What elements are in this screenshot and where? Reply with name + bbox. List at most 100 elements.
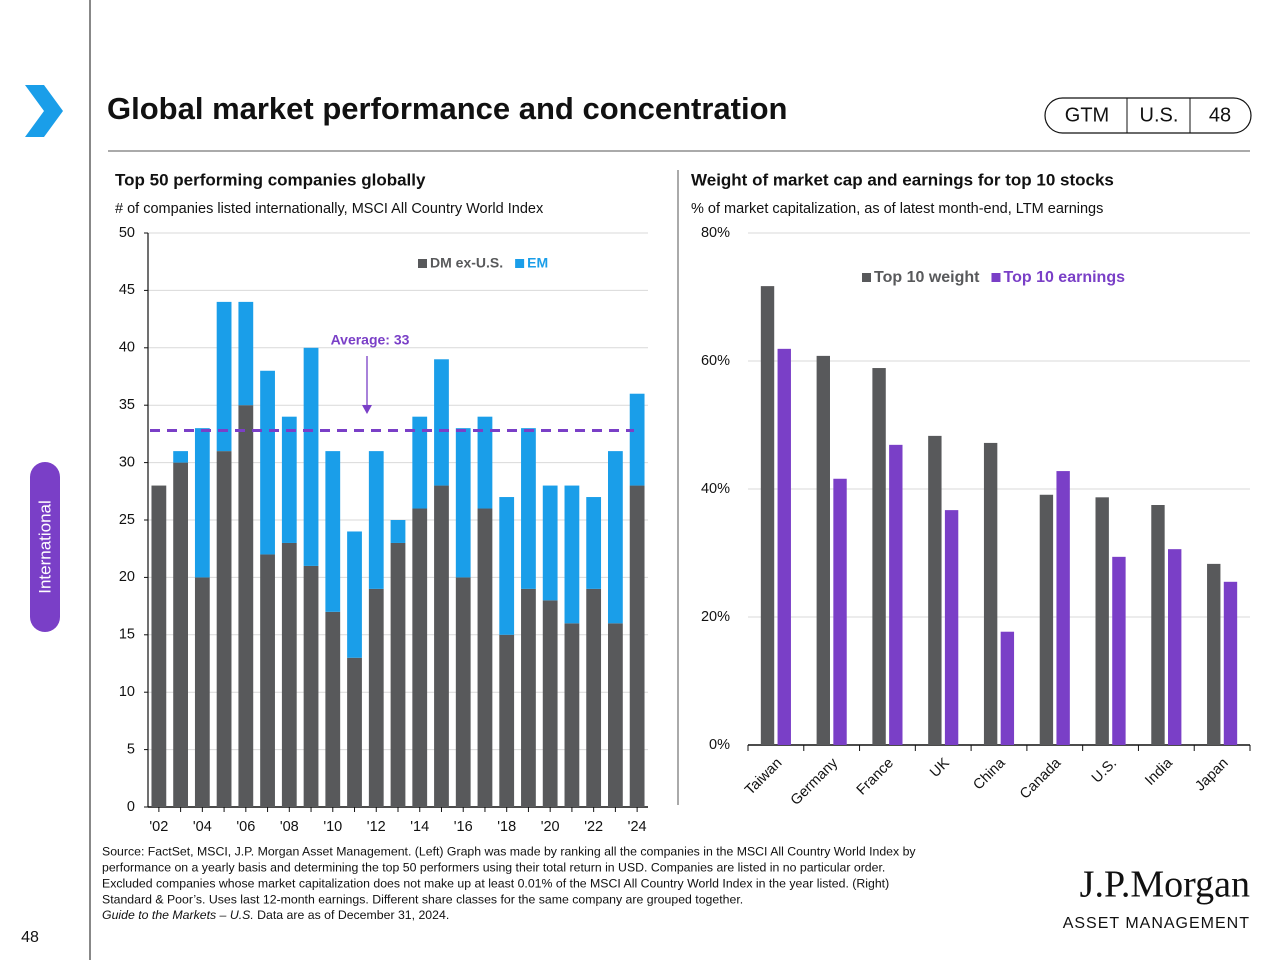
bar <box>889 444 903 745</box>
bar-segment <box>238 405 254 807</box>
bar-segment <box>194 577 210 807</box>
bar-segment <box>347 531 362 658</box>
bar-segment <box>586 588 602 807</box>
bar <box>872 368 886 745</box>
bar-segment <box>325 611 341 807</box>
source-line: Guide to the Markets – U.S. Data are as … <box>102 908 449 922</box>
legend-swatch <box>418 259 427 268</box>
logo: J.P.Morgan <box>1080 864 1250 906</box>
bar <box>928 435 942 745</box>
y-tick-label: 35 <box>119 397 135 413</box>
bar-segment <box>434 485 449 807</box>
x-tick-label: '14 <box>410 819 429 835</box>
bar-segment <box>151 485 167 807</box>
x-tick-label: UK <box>927 755 953 781</box>
x-tick-label: '20 <box>541 819 560 835</box>
badge-frame <box>1044 97 1252 134</box>
x-tick-label: '24 <box>628 819 647 835</box>
bar-segment <box>455 428 471 578</box>
bar <box>1168 549 1182 745</box>
bar-segment <box>303 347 319 566</box>
bar-segment <box>499 497 515 635</box>
bar <box>1039 494 1054 745</box>
y-tick-label: 50 <box>119 225 135 241</box>
source-line: performance on a yearly basis and determ… <box>102 860 885 874</box>
source-line: Standard & Poor’s. Uses last 12-month ea… <box>102 892 743 906</box>
x-tick-label: Canada <box>1017 755 1065 803</box>
x-tick-label: China <box>970 755 1009 794</box>
legend-swatch <box>515 259 525 268</box>
y-tick-label: 20% <box>701 609 730 625</box>
bar <box>1000 631 1015 745</box>
bar <box>1095 497 1109 745</box>
bar-segment <box>542 485 558 601</box>
y-tick-label: 40 <box>119 340 135 356</box>
bar-segment <box>368 451 384 589</box>
x-tick-label: Germany <box>788 755 842 809</box>
bar-segment <box>629 485 645 807</box>
chart-subtitle: % of market capitalization, as of latest… <box>691 201 1103 217</box>
y-tick-label: 10 <box>119 684 135 700</box>
bar-segment <box>260 554 275 807</box>
source-line: Excluded companies whose market capitali… <box>102 876 889 890</box>
average-arrowhead <box>362 405 372 414</box>
bar-segment <box>390 542 406 807</box>
bar-segment <box>281 542 297 807</box>
legend-label: DM ex-U.S. <box>430 255 503 271</box>
x-tick-label: '08 <box>280 819 299 835</box>
bar-segment <box>608 623 623 807</box>
bar <box>1223 581 1238 745</box>
bar-segment <box>564 485 580 624</box>
bar <box>1056 471 1070 745</box>
bar-segment <box>173 462 188 807</box>
x-tick-label: U.S. <box>1089 755 1120 786</box>
y-tick-label: 30 <box>119 454 135 470</box>
y-tick-label: 45 <box>119 282 135 298</box>
bar-segment <box>629 393 645 486</box>
section-label: International <box>35 500 54 594</box>
bar <box>983 442 998 745</box>
bar <box>760 286 775 745</box>
x-tick-label: '12 <box>367 819 386 835</box>
slide-title: Global market performance and concentrat… <box>107 91 787 126</box>
badge: 48 <box>1209 104 1231 126</box>
average-label: Average: 33 <box>331 332 410 348</box>
bar <box>1207 563 1221 745</box>
y-tick-label: 0% <box>709 737 730 753</box>
source-line: Source: FactSet, MSCI, J.P. Morgan Asset… <box>102 844 916 858</box>
bar-segment <box>368 588 384 807</box>
x-tick-label: Taiwan <box>742 755 785 798</box>
bar-segment <box>499 634 515 807</box>
x-tick-label: India <box>1142 755 1176 789</box>
badge: GTM <box>1065 104 1109 126</box>
badge: U.S. <box>1140 104 1179 126</box>
bar-segment <box>194 428 210 578</box>
chevron-icon <box>25 85 63 137</box>
bar-segment <box>455 577 471 807</box>
bar-segment <box>216 451 232 807</box>
x-tick-label: '16 <box>454 819 473 835</box>
bar-segment <box>412 416 428 509</box>
bar <box>777 348 791 745</box>
chart-title: Top 50 performing companies globally <box>115 170 426 189</box>
bar <box>816 355 830 745</box>
legend-label: Top 10 weight <box>874 269 980 286</box>
bar-segment <box>521 588 536 807</box>
bar-segment <box>238 301 254 406</box>
bar-segment <box>477 416 493 509</box>
bar-segment <box>542 600 558 807</box>
y-tick-label: 0 <box>127 799 135 815</box>
bar <box>833 478 847 745</box>
bar-segment <box>303 565 319 807</box>
bar-segment <box>390 520 406 543</box>
y-tick-label: 60% <box>701 353 730 369</box>
x-tick-label: France <box>854 755 897 798</box>
bar-segment <box>477 508 493 807</box>
x-tick-label: Japan <box>1192 755 1231 794</box>
bar-segment <box>281 416 297 543</box>
bar-segment <box>173 451 188 463</box>
legend-label: EM <box>527 255 548 271</box>
chart-title: Weight of market cap and earnings for to… <box>691 170 1114 189</box>
bar <box>1112 556 1126 745</box>
